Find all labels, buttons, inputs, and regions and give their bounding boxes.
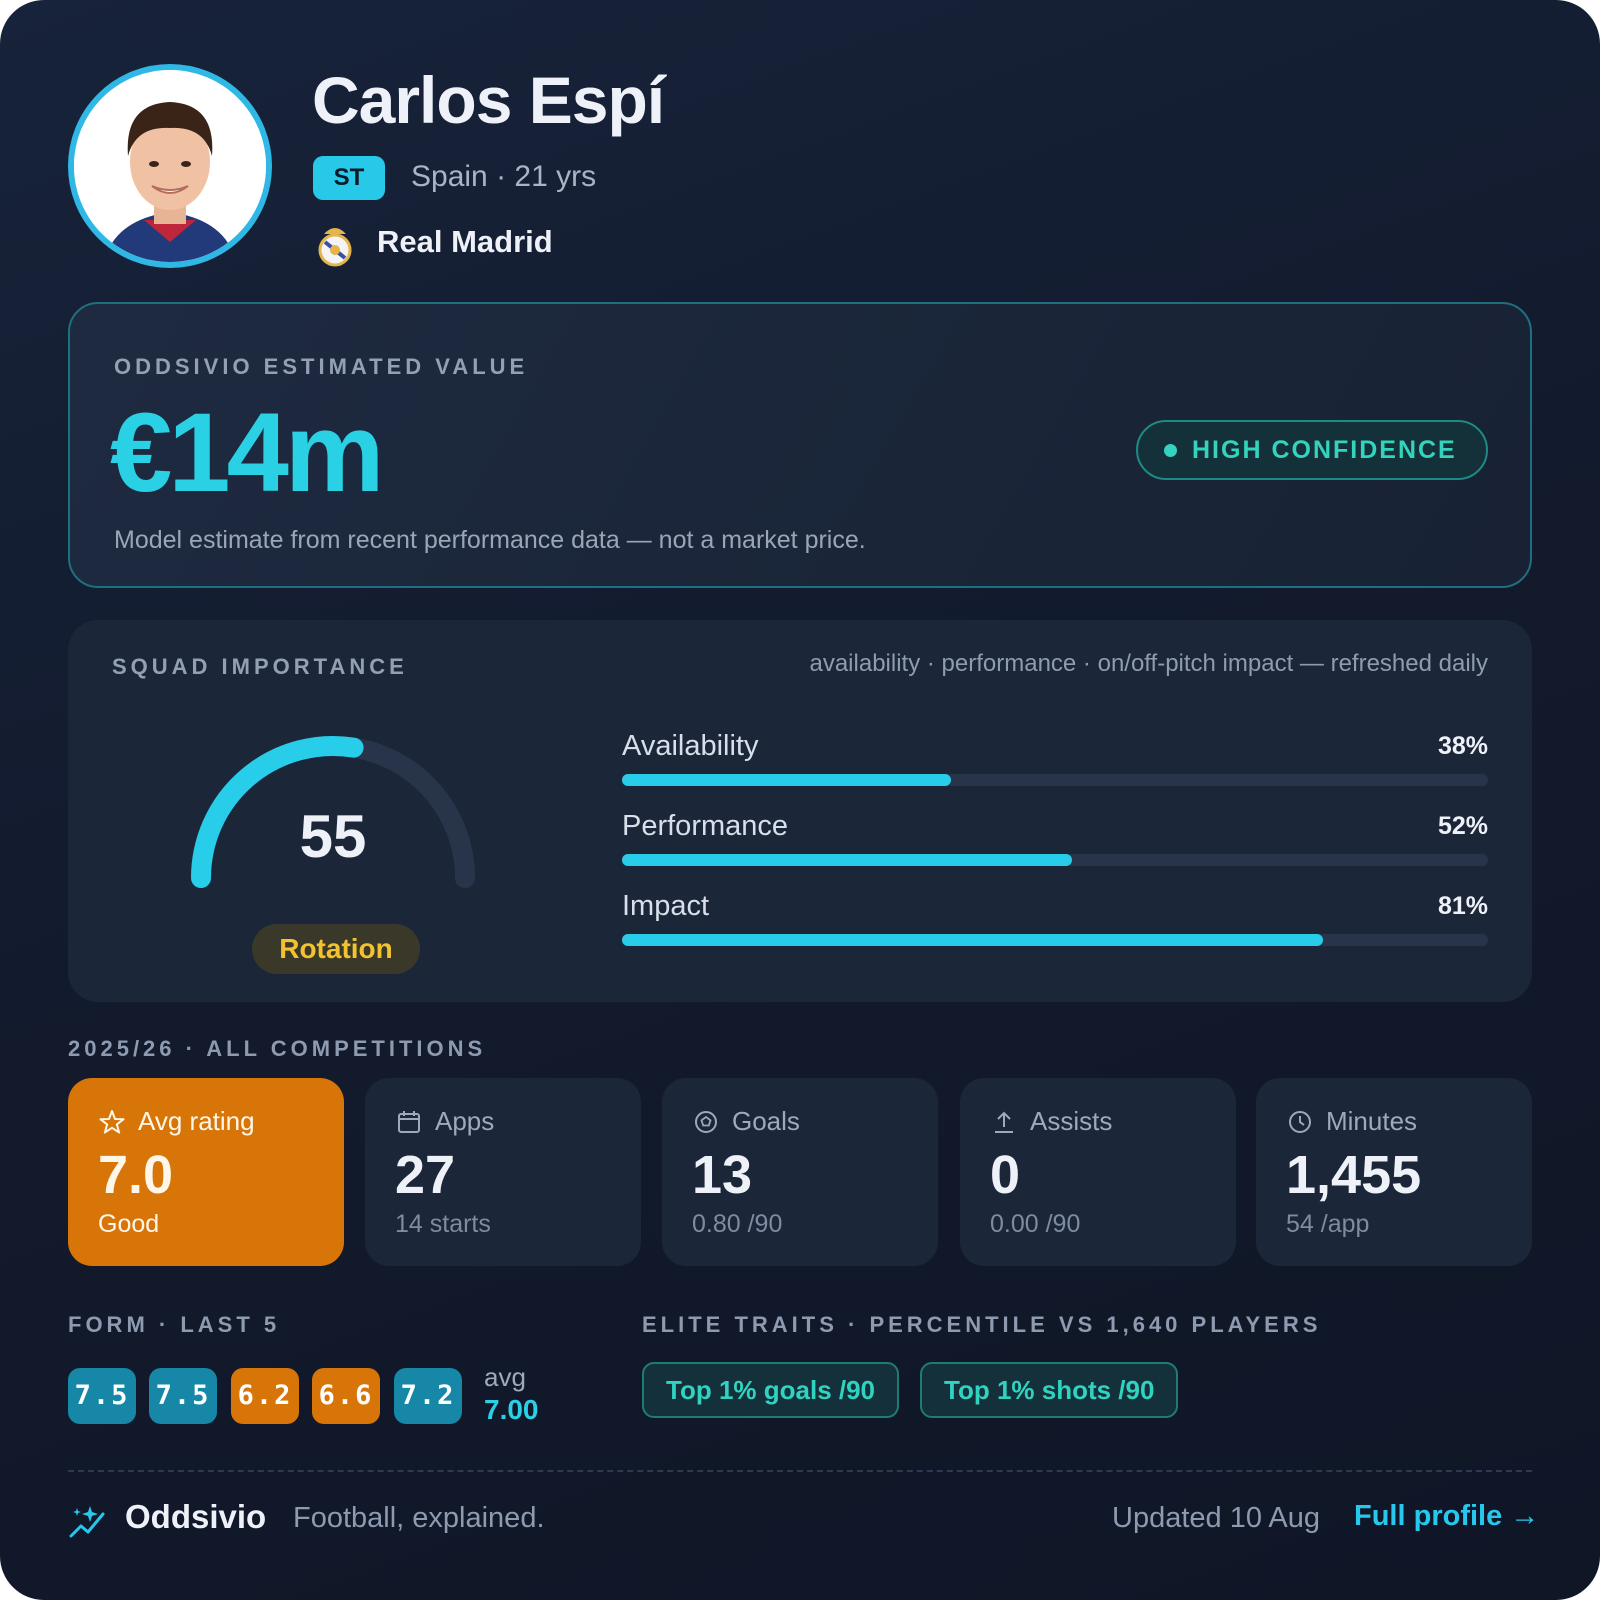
- metric-fill: [622, 774, 952, 786]
- traits-label: ELITE TRAITS · PERCENTILE VS 1,640 PLAYE…: [642, 1312, 1322, 1337]
- metric-label: Availability: [622, 730, 759, 762]
- value-note: Model estimate from recent performance d…: [114, 526, 866, 554]
- stat-avg-rating: Avg rating 7.0 Good: [68, 1078, 344, 1266]
- squad-importance-note: availability · performance · on/off-pitc…: [809, 650, 1488, 677]
- stat-minutes: Minutes 1,455 54 /app: [1256, 1078, 1532, 1266]
- metric-fill: [622, 934, 1324, 946]
- stat-sub: 14 starts: [395, 1210, 491, 1238]
- stat-sub: Good: [98, 1210, 160, 1238]
- value-amount: €14m: [110, 390, 384, 515]
- stat-sub: 0.00 /90: [990, 1210, 1081, 1238]
- confidence-label: HIGH CONFIDENCE: [1192, 436, 1457, 464]
- importance-score: 55: [299, 803, 367, 870]
- stat-label: Apps: [435, 1106, 495, 1136]
- club-name: Real Madrid: [377, 224, 553, 259]
- metric-fill: [622, 854, 1073, 866]
- metric-track: [622, 854, 1488, 866]
- form-rating-chip: 6.6: [312, 1368, 380, 1424]
- trait-chip-goals: Top 1% goals /90: [642, 1362, 900, 1418]
- metric-label: Impact: [622, 890, 710, 922]
- stat-assists: Assists 0 0.00 /90: [960, 1078, 1236, 1266]
- metric-label: Performance: [622, 810, 789, 842]
- player-meta: Spain · 21 yrs: [411, 160, 597, 193]
- stat-value: 27: [395, 1145, 456, 1205]
- stat-label: Minutes: [1326, 1106, 1418, 1136]
- stat-value: 0: [990, 1145, 1021, 1205]
- stat-value: 7.0: [98, 1145, 174, 1205]
- form-avg-value: 7.00: [484, 1394, 539, 1425]
- player-avatar: [68, 64, 272, 268]
- star-icon: [99, 1110, 125, 1134]
- metric-track: [622, 934, 1488, 946]
- stat-sub: 0.80 /90: [692, 1210, 783, 1238]
- trait-chip-shots: Top 1% shots /90: [920, 1362, 1179, 1418]
- position-badge: ST: [313, 156, 385, 200]
- form-rating-chip: 6.2: [231, 1368, 299, 1424]
- stat-label: Assists: [1030, 1106, 1113, 1136]
- season-label: 2025/26 · ALL COMPETITIONS: [68, 1036, 487, 1061]
- confidence-dot-icon: [1164, 444, 1177, 457]
- estimated-value-panel: ODDSIVIO ESTIMATED VALUE €14m Model esti…: [68, 302, 1532, 588]
- footer-divider: [68, 1470, 1532, 1472]
- form-label: FORM · LAST 5: [68, 1312, 281, 1337]
- metric-value: 38%: [1437, 732, 1488, 760]
- football-icon: [695, 1111, 717, 1133]
- form-avg-label: avg: [484, 1362, 526, 1392]
- upload-arrow-icon: [995, 1111, 1013, 1133]
- calendar-icon: [398, 1111, 420, 1133]
- sparkle-chart-icon: [69, 1506, 105, 1538]
- form-rating-chip: 7.5: [68, 1368, 136, 1424]
- stat-sub: 54 /app: [1286, 1210, 1370, 1238]
- stat-label: Avg rating: [138, 1106, 255, 1136]
- stat-goals: Goals 13 0.80 /90: [662, 1078, 938, 1266]
- form-rating-chip: 7.2: [394, 1368, 462, 1424]
- clock-icon: [1289, 1111, 1311, 1133]
- importance-status: Rotation: [252, 924, 420, 974]
- gauge-fill: [191, 735, 364, 888]
- squad-importance-panel: SQUAD IMPORTANCE availability · performa…: [68, 620, 1532, 1002]
- player-name: Carlos Espí: [312, 63, 665, 137]
- stat-value: 1,455: [1286, 1145, 1422, 1205]
- updated-timestamp: Updated 10 Aug: [1112, 1502, 1321, 1534]
- metric-value: 81%: [1437, 892, 1488, 920]
- full-profile-link[interactable]: Full profile →: [1354, 1500, 1540, 1532]
- stat-apps: Apps 27 14 starts: [365, 1078, 641, 1266]
- brand-tagline: Football, explained.: [293, 1502, 545, 1534]
- value-label: ODDSIVIO ESTIMATED VALUE: [114, 354, 529, 379]
- brand-name: Oddsivio: [125, 1498, 267, 1535]
- squad-importance-label: SQUAD IMPORTANCE: [112, 654, 408, 679]
- metric-track: [622, 774, 1488, 786]
- form-rating-chip: 7.5: [149, 1368, 217, 1424]
- club-crest-icon: [318, 228, 352, 267]
- confidence-badge: HIGH CONFIDENCE: [1136, 420, 1488, 480]
- stat-value: 13: [692, 1145, 753, 1205]
- importance-gauge: [191, 735, 475, 888]
- stat-label: Goals: [732, 1106, 800, 1136]
- metric-value: 52%: [1437, 812, 1488, 840]
